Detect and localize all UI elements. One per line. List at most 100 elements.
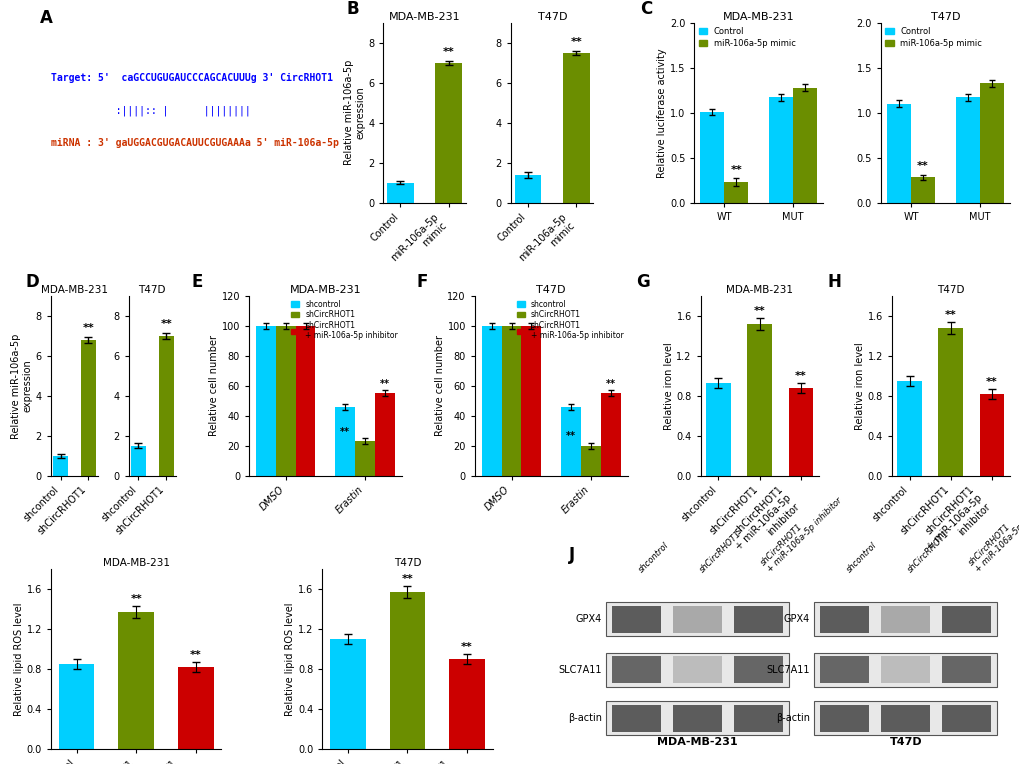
Bar xyxy=(611,704,660,732)
Bar xyxy=(581,445,600,476)
Bar xyxy=(386,183,413,202)
Bar xyxy=(605,652,789,687)
Bar xyxy=(605,602,789,636)
Bar xyxy=(979,83,1003,202)
Bar xyxy=(118,612,154,749)
Text: F: F xyxy=(417,273,428,290)
Bar xyxy=(389,592,425,749)
Bar xyxy=(942,606,990,633)
Legend: shcontrol, shCircRHOT1, shCircRHOT1
+ miR-106a-5p inhibitor: shcontrol, shCircRHOT1, shCircRHOT1 + mi… xyxy=(291,299,397,340)
Title: T47D: T47D xyxy=(929,12,959,22)
Bar xyxy=(910,177,934,202)
Title: T47D: T47D xyxy=(393,558,421,568)
Text: **: ** xyxy=(944,310,956,320)
Legend: Control, miR-106a-5p mimic: Control, miR-106a-5p mimic xyxy=(698,27,795,47)
Bar xyxy=(296,326,315,476)
Y-axis label: Relative lipid ROS level: Relative lipid ROS level xyxy=(14,602,23,716)
Bar xyxy=(747,324,771,476)
Bar xyxy=(705,383,731,476)
Bar xyxy=(942,656,990,683)
Text: shCircRHOT1
+ miR-106a-5p inhibitor: shCircRHOT1 + miR-106a-5p inhibitor xyxy=(966,489,1019,575)
Bar xyxy=(600,393,620,476)
Title: MDA-MB-231: MDA-MB-231 xyxy=(726,285,793,295)
Bar xyxy=(819,704,868,732)
Text: T47D: T47D xyxy=(889,737,921,747)
Bar xyxy=(335,406,355,476)
Text: **: ** xyxy=(985,377,997,387)
Bar xyxy=(955,98,979,202)
Bar xyxy=(81,340,96,476)
Bar xyxy=(275,326,296,476)
Text: Target: 5'  caGCCUGUGAUCCCAGCACUUUg 3' CircRHOT1: Target: 5' caGCCUGUGAUCCCAGCACUUUg 3' Ci… xyxy=(51,73,332,83)
Text: shcontrol: shcontrol xyxy=(636,541,669,575)
Bar xyxy=(375,393,394,476)
Text: **: ** xyxy=(340,427,350,437)
Bar xyxy=(880,656,929,683)
Bar xyxy=(819,606,868,633)
Text: **: ** xyxy=(916,161,928,171)
Text: H: H xyxy=(826,273,840,290)
Bar xyxy=(53,455,68,476)
Bar xyxy=(435,63,462,202)
Text: C: C xyxy=(640,0,652,18)
Bar xyxy=(673,656,721,683)
Y-axis label: Relative luciferase activity: Relative luciferase activity xyxy=(656,48,666,177)
Bar xyxy=(59,664,95,749)
Text: **: ** xyxy=(160,319,172,329)
Bar xyxy=(673,704,721,732)
Bar xyxy=(700,112,723,202)
Title: MDA-MB-231: MDA-MB-231 xyxy=(722,12,794,22)
Bar xyxy=(256,326,275,476)
Text: β-actin: β-actin xyxy=(568,713,601,724)
Text: **: ** xyxy=(753,306,765,316)
Bar xyxy=(673,606,721,633)
Text: **: ** xyxy=(442,47,454,57)
Text: A: A xyxy=(40,8,52,27)
Text: G: G xyxy=(635,273,649,290)
Text: shCircRHOT1
+ miR-106a-5p inhibitor: shCircRHOT1 + miR-106a-5p inhibitor xyxy=(758,489,844,575)
Bar xyxy=(813,652,997,687)
Text: **: ** xyxy=(83,323,94,333)
Bar xyxy=(887,104,910,202)
Title: MDA-MB-231: MDA-MB-231 xyxy=(41,285,108,295)
Y-axis label: Relative cell number: Relative cell number xyxy=(209,335,218,436)
Text: miRNA : 3' gaUGGACGUGACAUUCGUGAAAa 5' miR-106a-5p: miRNA : 3' gaUGGACGUGACAUUCGUGAAAa 5' mi… xyxy=(51,138,338,148)
Text: **: ** xyxy=(730,165,742,175)
Text: :||||:: |      ||||||||: :||||:: | |||||||| xyxy=(51,105,251,116)
Bar xyxy=(330,639,366,749)
Bar xyxy=(734,704,783,732)
Y-axis label: Relative iron level: Relative iron level xyxy=(663,342,673,429)
Bar xyxy=(562,53,589,202)
Text: **: ** xyxy=(130,594,142,604)
Bar xyxy=(448,659,484,749)
Text: **: ** xyxy=(401,574,413,584)
Text: SLC7A11: SLC7A11 xyxy=(557,665,601,675)
Title: T47D: T47D xyxy=(537,12,567,22)
Y-axis label: Relative miR-106a-5p
expression: Relative miR-106a-5p expression xyxy=(11,333,33,439)
Bar xyxy=(768,98,793,202)
Bar xyxy=(813,602,997,636)
Text: MDA-MB-231: MDA-MB-231 xyxy=(656,737,737,747)
Bar xyxy=(788,388,812,476)
Text: SLC7A11: SLC7A11 xyxy=(765,665,809,675)
Title: MDA-MB-231: MDA-MB-231 xyxy=(103,558,169,568)
Bar xyxy=(130,445,146,476)
Bar xyxy=(897,380,921,476)
Title: MDA-MB-231: MDA-MB-231 xyxy=(388,12,460,22)
Bar xyxy=(611,606,660,633)
Text: **: ** xyxy=(605,379,615,389)
Bar xyxy=(560,406,581,476)
Text: **: ** xyxy=(566,431,576,442)
Bar xyxy=(880,606,929,633)
Text: E: E xyxy=(191,273,203,290)
Bar xyxy=(937,328,962,476)
Y-axis label: Relative iron level: Relative iron level xyxy=(854,342,864,429)
Title: T47D: T47D xyxy=(936,285,964,295)
Text: GPX4: GPX4 xyxy=(575,614,601,624)
Bar xyxy=(734,656,783,683)
Bar xyxy=(880,704,929,732)
Bar xyxy=(501,326,521,476)
Y-axis label: Relative lipid ROS level: Relative lipid ROS level xyxy=(284,602,294,716)
Legend: Control, miR-106a-5p mimic: Control, miR-106a-5p mimic xyxy=(884,27,981,47)
Legend: shcontrol, shCircRHOT1, shCircRHOT1
+ miR-106a-5p inhibitor: shcontrol, shCircRHOT1, shCircRHOT1 + mi… xyxy=(517,299,623,340)
